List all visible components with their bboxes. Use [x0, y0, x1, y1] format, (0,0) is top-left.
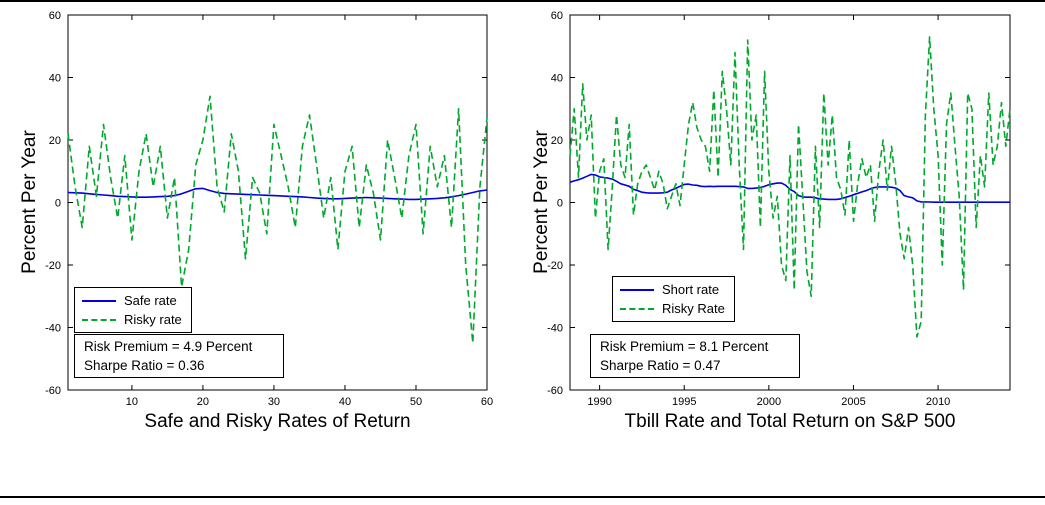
svg-text:-20: -20 — [547, 260, 563, 272]
risky-rate-right-legend-label: Risky Rate — [662, 301, 725, 316]
svg-text:20: 20 — [197, 396, 209, 408]
svg-text:-60: -60 — [547, 385, 563, 397]
right-y-axis-label: Percent Per Year — [531, 130, 552, 274]
left-y-axis-label: Percent Per Year — [19, 130, 40, 274]
legend-row-risky-rate: Risky rate — [82, 312, 182, 327]
svg-text:2005: 2005 — [841, 396, 865, 408]
safe-rate-legend-label: Safe rate — [124, 293, 177, 308]
svg-text:2010: 2010 — [926, 396, 950, 408]
left-sharpe-ratio-text: Sharpe Ratio = 0.36 — [84, 358, 205, 373]
safe-rate-line-sample — [82, 299, 116, 302]
left-risk-premium-text: Risk Premium = 4.9 Percent — [84, 339, 253, 354]
svg-text:-60: -60 — [45, 385, 61, 397]
svg-text:-40: -40 — [547, 323, 563, 335]
legend-row-safe-rate: Safe rate — [82, 293, 182, 308]
short-rate-legend-label: Short rate — [662, 282, 720, 297]
svg-text:30: 30 — [268, 396, 280, 408]
left-plot-area: 10 20 30 40 50 60 -60 -40 -20 0 20 40 60 — [45, 10, 493, 408]
left-chart-title: Safe and Risky Rates of Return — [144, 411, 411, 432]
svg-text:60: 60 — [551, 10, 563, 22]
svg-text:60: 60 — [481, 396, 493, 408]
svg-text:20: 20 — [49, 135, 61, 147]
risky-rate-line-sample — [82, 318, 116, 321]
left-chart-panel: 10 20 30 40 50 60 -60 -40 -20 0 20 40 60 Percent Per… — [0, 0, 520, 460]
left-stats-box: Risk Premium = 4.9 Percent Sharpe Ratio … — [74, 334, 284, 378]
svg-text:-40: -40 — [45, 323, 61, 335]
risky-rate-legend-label: Risky rate — [124, 312, 182, 327]
right-chart-panel: 1990 1995 2000 2005 2010 -60 -40 -20 0 20 40 60 Per… — [520, 0, 1045, 460]
legend-row-short-rate: Short rate — [620, 282, 725, 297]
svg-text:2000: 2000 — [757, 396, 781, 408]
svg-text:-20: -20 — [45, 260, 61, 272]
svg-text:60: 60 — [49, 10, 61, 22]
svg-text:0: 0 — [55, 198, 61, 210]
top-frame-line — [0, 0, 1045, 2]
svg-text:1990: 1990 — [587, 396, 611, 408]
right-legend: Short rate Risky Rate — [612, 276, 735, 322]
right-risk-premium-text: Risk Premium = 8.1 Percent — [600, 339, 769, 354]
legend-row-risky-rate-right: Risky Rate — [620, 301, 725, 316]
right-stats-box: Risk Premium = 8.1 Percent Sharpe Ratio … — [590, 334, 800, 378]
svg-text:50: 50 — [410, 396, 422, 408]
right-plot-area: 1990 1995 2000 2005 2010 -60 -40 -20 0 20 40 60 — [547, 10, 1011, 408]
svg-text:40: 40 — [49, 73, 61, 85]
right-sharpe-ratio-text: Sharpe Ratio = 0.47 — [600, 358, 721, 373]
left-legend: Safe rate Risky rate — [74, 287, 192, 333]
svg-text:0: 0 — [557, 198, 563, 210]
svg-text:40: 40 — [551, 73, 563, 85]
svg-text:40: 40 — [339, 396, 351, 408]
svg-text:10: 10 — [126, 396, 138, 408]
right-chart-title: Tbill Rate and Total Return on S&P 500 — [624, 411, 956, 432]
svg-text:1995: 1995 — [672, 396, 696, 408]
svg-text:20: 20 — [551, 135, 563, 147]
risky-rate-right-line-sample — [620, 307, 654, 310]
short-rate-line-sample — [620, 288, 654, 291]
bottom-frame-line — [0, 496, 1045, 498]
